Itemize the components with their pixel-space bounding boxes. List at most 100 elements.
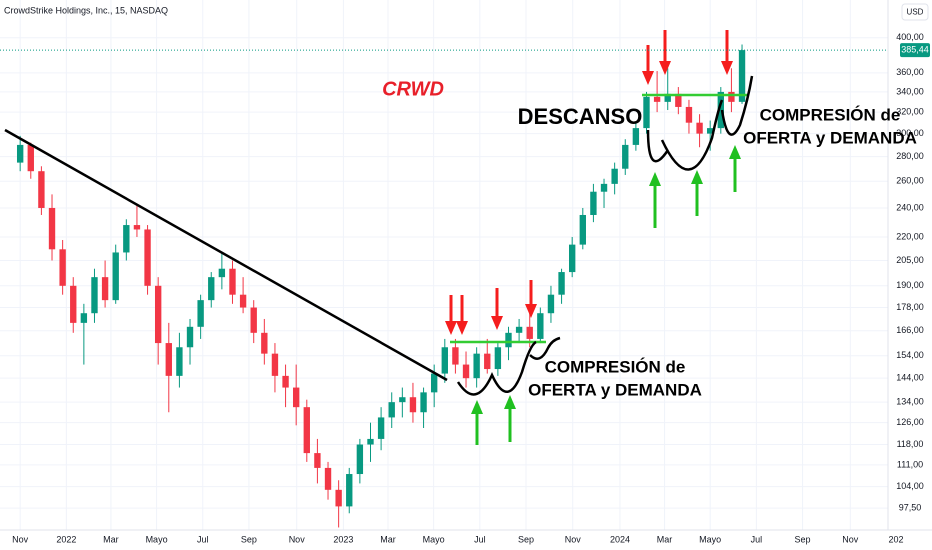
candle-body [441, 347, 448, 374]
candle-body [526, 326, 533, 339]
y-tick-label: 104,00 [896, 481, 924, 491]
candle-body [292, 387, 300, 408]
y-tick-label: 154,00 [896, 350, 924, 360]
y-tick-label: 178,00 [896, 302, 924, 312]
candle-body [123, 225, 130, 253]
y-tick-label: 97,50 [899, 502, 922, 512]
candle-body [728, 91, 735, 102]
annotation: DESCANSO [518, 104, 643, 129]
candle-body [48, 207, 56, 250]
candle-body [208, 277, 215, 301]
candle-body [144, 229, 151, 286]
arrow-head [491, 316, 503, 330]
candle-body [473, 353, 480, 379]
x-tick-label: Mar [380, 534, 396, 544]
y-tick-label: 240,00 [896, 202, 924, 212]
x-tick-label: Sep [795, 534, 811, 544]
candle-body [420, 392, 427, 413]
candle-body [303, 407, 310, 454]
y-tick-label: 220,00 [896, 231, 924, 241]
candle-body [494, 347, 502, 370]
x-tick-label: Sep [518, 534, 534, 544]
candle-body [27, 144, 34, 172]
arrow-head [659, 61, 671, 75]
x-tick-label: 2024 [610, 534, 630, 544]
currency-button[interactable] [901, 3, 929, 21]
y-tick-label: 340,00 [896, 86, 924, 96]
y-tick-label: 126,00 [896, 417, 924, 427]
arrow-head [729, 145, 741, 159]
y-tick-label: 190,00 [896, 280, 924, 290]
arrow-head [649, 172, 661, 186]
candle-body [707, 128, 714, 134]
candle-body [547, 294, 555, 314]
x-tick-label: Mayo [146, 534, 168, 544]
last-price-box [900, 43, 930, 58]
candle-body [484, 353, 491, 370]
candle-body [154, 285, 162, 344]
currency-label[interactable]: USD [907, 8, 924, 17]
arrow-head [445, 321, 457, 335]
annotation: OFERTA y DEMANDA [528, 380, 702, 399]
candle-body [579, 214, 586, 245]
pattern-curve [529, 336, 561, 360]
arrow-head [525, 304, 537, 318]
candle-body [632, 128, 640, 145]
candle-body [346, 474, 353, 507]
x-tick-label: 2023 [333, 534, 353, 544]
y-tick-label: 300,00 [896, 128, 924, 138]
trend-line [4, 128, 448, 382]
pattern-curve [646, 75, 754, 171]
x-tick-label: Mayo [699, 534, 721, 544]
annotation: COMPRESIÓN de [760, 105, 901, 124]
candle-body [176, 347, 183, 376]
candle-body [261, 332, 268, 354]
candle-body [409, 397, 417, 413]
candle-body [38, 171, 45, 208]
candle-body [250, 307, 257, 333]
candle-body [59, 249, 66, 286]
x-tick-label: Nov [565, 534, 582, 544]
candle-body [430, 373, 438, 393]
x-tick-label: Jul [474, 534, 486, 544]
x-tick-label: 202 [888, 534, 903, 544]
candle-body [590, 191, 597, 215]
ticker-annotation: CRWD [382, 78, 444, 100]
candle-body [229, 268, 236, 295]
annotation: COMPRESIÓN de [545, 357, 686, 376]
candle-body [70, 285, 77, 323]
candle-body [462, 364, 470, 379]
y-tick-label: 260,00 [896, 176, 924, 186]
candle-body [112, 252, 119, 301]
x-tick-label: Nov [289, 534, 306, 544]
candle-body [356, 444, 364, 475]
y-tick-label: 144,00 [896, 373, 924, 383]
axes: 97,50 104,00 111,00 118,00 126,00 134,00 144,0… [0, 32, 930, 544]
candle-body [80, 313, 88, 323]
candle-body [558, 272, 565, 295]
arrow-head [691, 170, 703, 184]
x-tick-label: Mayo [423, 534, 445, 544]
candle-body [324, 467, 332, 490]
candle-body [377, 417, 385, 439]
candle-body [186, 326, 194, 348]
y-tick-label: 166,00 [896, 325, 924, 335]
candle-body [611, 168, 618, 184]
candle-body [218, 268, 226, 278]
candle-body [271, 353, 279, 376]
candle-body [600, 183, 608, 192]
candles [16, 44, 746, 528]
y-tick-label: 205,00 [896, 255, 924, 265]
pattern-curve [456, 340, 537, 396]
candle-body [388, 402, 395, 418]
arrow-head [456, 321, 468, 335]
x-tick-label: Mar [657, 534, 673, 544]
candle-body [197, 300, 204, 327]
candle-body [653, 96, 661, 102]
x-tick-label: 2022 [56, 534, 76, 544]
candle-body [282, 375, 289, 388]
candle-body [664, 93, 671, 102]
x-tick-label: Jul [197, 534, 209, 544]
candle-body [101, 277, 109, 301]
